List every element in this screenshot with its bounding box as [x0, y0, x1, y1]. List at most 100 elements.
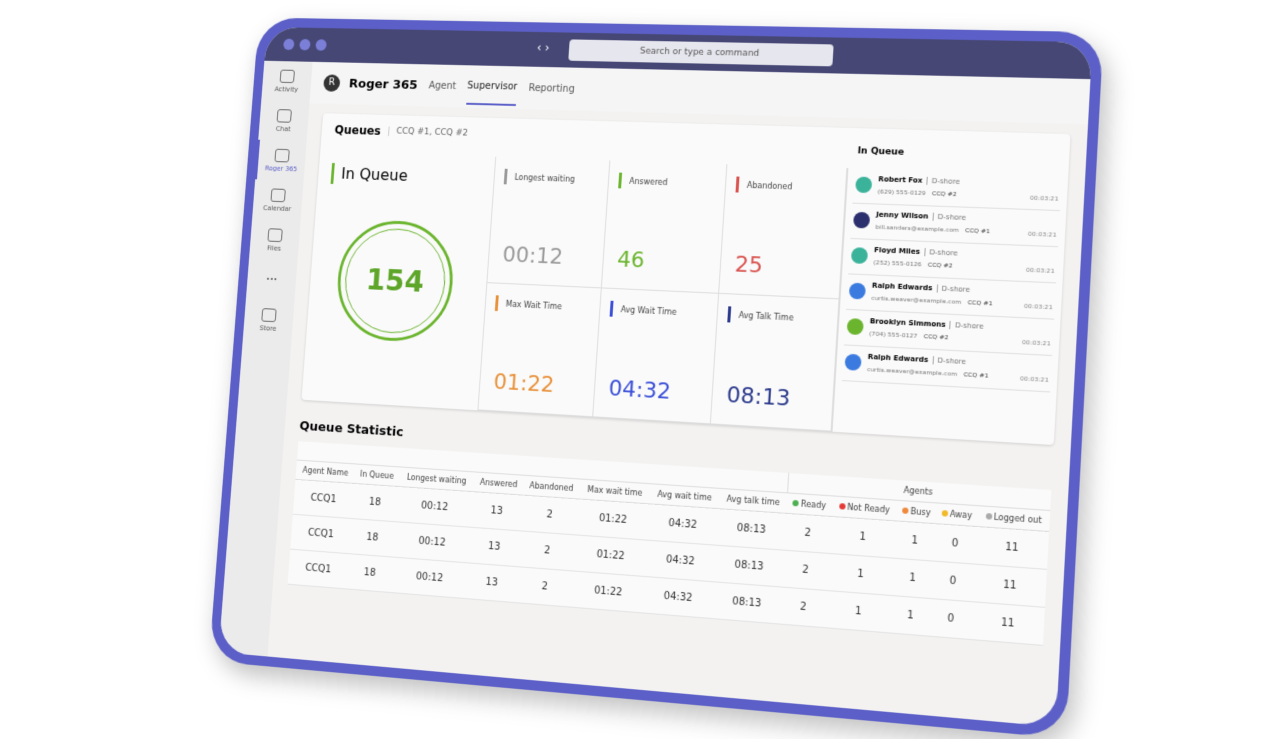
table-cell: 2: [519, 495, 580, 535]
channel-icon: [848, 282, 867, 300]
stat-label-text: Avg Wait Time: [620, 304, 677, 317]
more-icon[interactable]: •••: [265, 275, 278, 284]
caller-tag: D-shore: [932, 212, 967, 223]
column-header-text: Away: [949, 509, 973, 521]
table-cell: 13: [470, 491, 523, 531]
table-cell: CCQ1: [292, 479, 355, 519]
tablet-frame: ‹ › Search or type a command Activity Cha…: [208, 17, 1104, 739]
table-cell: 1: [892, 558, 934, 599]
caller-name-row: Ralph Edwards D-shore: [867, 352, 967, 367]
sidebar-label: Roger 365: [264, 164, 298, 173]
stat-label-text: Avg Talk Time: [738, 310, 794, 323]
caller-name: Ralph Edwards: [871, 281, 933, 293]
column-header-text: In Queue: [359, 469, 395, 481]
stat-value: 25: [734, 252, 764, 279]
table-cell: 11: [972, 564, 1048, 608]
queue-filter[interactable]: CCQ #1, CCQ #2: [387, 126, 469, 139]
column-header-text: Answered: [479, 477, 518, 490]
tab[interactable]: Agent: [428, 80, 457, 92]
sidebar-label: Activity: [274, 84, 299, 94]
caller-details: (704) 555-0127 CCQ #2: [869, 330, 949, 341]
stat-bar: [609, 300, 614, 317]
page: ‹ › Search or type a command Activity Cha…: [0, 0, 1280, 720]
nav-arrows[interactable]: ‹ ›: [536, 40, 551, 55]
table-cell: 1: [824, 590, 893, 633]
caller-queue: CCQ #2: [927, 261, 953, 270]
stat-tile: Answered 46: [601, 160, 728, 294]
table-cell: 01:22: [576, 498, 650, 541]
table-cell: 04:32: [647, 503, 719, 546]
table-cell: 00:12: [390, 557, 469, 599]
search-box[interactable]: Search or type a command: [568, 39, 834, 67]
table-cell: 1: [826, 553, 895, 596]
table-cell: CCQ1: [287, 549, 349, 589]
stat-value: 04:32: [607, 376, 672, 405]
column-header-text: Abandoned: [529, 481, 574, 494]
caller-name: Floyd Miles: [873, 246, 921, 257]
sidebar-item[interactable]: Activity: [261, 61, 312, 102]
stat-bar: [503, 168, 508, 185]
sidebar-label: Chat: [275, 124, 291, 133]
table-cell: 2: [779, 587, 827, 628]
table-cell: CCQ1: [290, 514, 352, 554]
in-queue-value: 154: [364, 262, 426, 300]
in-queue-label: In Queue: [330, 162, 409, 187]
sidebar-label: Files: [266, 243, 282, 253]
stat-label: Avg Wait Time: [609, 300, 677, 320]
stat-label-text: Answered: [629, 176, 668, 187]
caller-details: bill.sanders@example.com CCQ #1: [875, 224, 990, 236]
sidebar-icon: [270, 187, 286, 202]
sidebar-item[interactable]: Store: [243, 299, 295, 342]
column-header-text: Longest waiting: [406, 472, 467, 486]
table-cell: 11: [970, 601, 1045, 646]
channel-icon: [852, 211, 871, 229]
sidebar-item[interactable]: Calendar: [252, 179, 303, 221]
table-cell: 11: [974, 526, 1050, 570]
in-queue-panel: In Queue 154: [301, 151, 497, 411]
table-cell: 01:22: [574, 534, 648, 577]
caller-details: curtis.weaver@example.com CCQ #1: [871, 295, 993, 308]
stat-tile: Abandoned 25: [719, 164, 848, 300]
table-cell: 1: [894, 520, 936, 562]
stat-value: 00:12: [501, 242, 564, 270]
stat-label: Answered: [618, 172, 668, 190]
table-cell: 08:13: [716, 508, 787, 551]
table-cell: 08:13: [713, 545, 785, 588]
stat-bar: [735, 176, 740, 193]
table-cell: 2: [782, 550, 829, 591]
list-title: In Queue: [857, 146, 905, 158]
queues-card: Queues CCQ #1, CCQ #2 In Queue 154 Longe…: [301, 113, 1071, 446]
caller-name: Ralph Edwards: [867, 352, 929, 365]
queues-title: Queues: [334, 123, 382, 138]
stat-bar: [494, 295, 499, 312]
stat-label-text: Max Wait Time: [505, 299, 563, 311]
wait-time: 00:03:21: [1029, 194, 1059, 203]
status-dot: [792, 499, 800, 507]
stat-label-text: Longest waiting: [514, 172, 576, 184]
caller-contact: curtis.weaver@example.com: [866, 366, 958, 379]
column-header-text: Avg wait time: [657, 489, 712, 503]
table-cell: 13: [465, 562, 518, 603]
column-header: Away: [935, 502, 979, 527]
caller-contact: (629) 555-0129: [877, 188, 926, 198]
status-dot: [838, 503, 846, 510]
tab[interactable]: Supervisor: [465, 68, 519, 106]
stat-value: 08:13: [725, 382, 791, 412]
queue-grid: In Queue 154 Longest waiting 00:12 Answere…: [301, 146, 1069, 445]
sidebar-icon: [267, 227, 283, 242]
table-cell: 04:32: [642, 576, 714, 619]
table-cell: 2: [784, 513, 832, 554]
stat-tile: Longest waiting 00:12: [487, 156, 611, 289]
sidebar-item[interactable]: Files: [249, 219, 301, 261]
tab[interactable]: Reporting: [528, 82, 576, 95]
stat-label: Max Wait Time: [494, 295, 563, 314]
caller-tag: D-shore: [932, 356, 967, 367]
caller-details: (629) 555-0129 CCQ #2: [877, 188, 956, 198]
sidebar-item[interactable]: Chat: [258, 100, 309, 141]
table-cell: 0: [933, 523, 977, 565]
table-cell: 2: [517, 530, 577, 572]
table-cell: 2: [515, 566, 575, 608]
table-cell: 1: [889, 595, 932, 637]
sidebar-item[interactable]: Roger 365: [255, 139, 307, 182]
caller-queue: CCQ #1: [964, 227, 991, 236]
